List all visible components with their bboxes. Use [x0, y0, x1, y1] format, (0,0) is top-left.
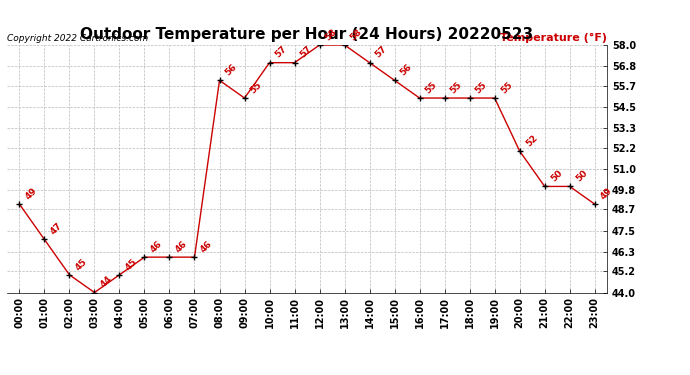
Text: Copyright 2022 Cartronics.com: Copyright 2022 Cartronics.com	[7, 33, 148, 42]
Text: 58: 58	[324, 27, 339, 42]
Text: 45: 45	[74, 257, 89, 272]
Text: 55: 55	[448, 80, 464, 95]
Text: 50: 50	[549, 168, 564, 184]
Text: 56: 56	[399, 62, 414, 78]
Text: 55: 55	[499, 80, 514, 95]
Text: Temperature (°F): Temperature (°F)	[500, 33, 607, 42]
Text: 57: 57	[299, 45, 314, 60]
Text: 55: 55	[424, 80, 439, 95]
Text: 46: 46	[174, 239, 189, 254]
Text: 45: 45	[124, 257, 139, 272]
Text: 55: 55	[474, 80, 489, 95]
Text: 56: 56	[224, 62, 239, 78]
Title: Outdoor Temperature per Hour (24 Hours) 20220523: Outdoor Temperature per Hour (24 Hours) …	[81, 27, 533, 42]
Text: 46: 46	[148, 239, 164, 254]
Text: 57: 57	[274, 45, 289, 60]
Text: 47: 47	[48, 221, 64, 237]
Text: 44: 44	[99, 274, 114, 290]
Text: 57: 57	[374, 45, 389, 60]
Text: 55: 55	[248, 80, 264, 95]
Text: 50: 50	[574, 168, 589, 184]
Text: 46: 46	[199, 239, 214, 254]
Text: 58: 58	[348, 27, 364, 42]
Text: 52: 52	[524, 133, 539, 148]
Text: 49: 49	[599, 186, 614, 201]
Text: 49: 49	[23, 186, 39, 201]
